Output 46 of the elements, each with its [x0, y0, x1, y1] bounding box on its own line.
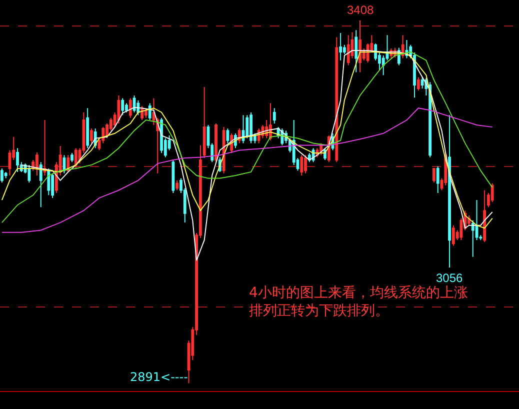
- candlestick: [0, 168, 4, 184]
- candlestick: [304, 154, 307, 174]
- annotation: 4小时的图上来看，均线系统的上涨排列正转为下跌排列。: [249, 285, 468, 320]
- candlestick: [250, 112, 252, 144]
- candlestick: [16, 148, 19, 172]
- candlestick: [74, 148, 78, 169]
- candlestick: [121, 98, 124, 116]
- candlestick: [452, 224, 455, 246]
- candlestick: [214, 123, 218, 163]
- candlestick: [176, 180, 179, 191]
- candlestick: [128, 98, 132, 118]
- annotation: 2891<----: [130, 370, 188, 384]
- candlestick: [160, 117, 163, 154]
- candlestick: [43, 120, 46, 176]
- annotation: 3056: [436, 271, 464, 285]
- candlestick: [272, 108, 276, 124]
- candlestick: [36, 152, 38, 176]
- candlestick: [39, 162, 42, 208]
- candlestick: [432, 168, 436, 184]
- candlestick: [483, 190, 486, 243]
- candlestick: [490, 182, 494, 203]
- candlestick: [47, 168, 50, 196]
- candlestick: [339, 32, 342, 61]
- candlestick: [70, 152, 74, 163]
- candlestick: [436, 166, 440, 194]
- candlestick: [125, 102, 128, 113]
- candlestick: [354, 30, 358, 73]
- candlestick: [86, 108, 90, 149]
- candlestick: [202, 86, 206, 158]
- candlestick: [172, 160, 175, 194]
- candlestick: [448, 114, 451, 268]
- candlestick: [226, 128, 230, 144]
- candlestick: [4, 171, 8, 179]
- candlestick: [300, 154, 304, 176]
- candlestick: [358, 20, 362, 73]
- candlestick: [148, 102, 152, 121]
- candlestick: [335, 36, 338, 163]
- candlestick: [51, 172, 54, 198]
- candlestick: [416, 76, 420, 92]
- candlestick: [246, 114, 249, 139]
- candlestick: [28, 164, 31, 184]
- annotation: 3408: [347, 3, 374, 17]
- candlestick: [346, 34, 350, 66]
- candlestick: [242, 114, 245, 144]
- candlestick: [401, 34, 404, 59]
- candlestick: [90, 128, 93, 144]
